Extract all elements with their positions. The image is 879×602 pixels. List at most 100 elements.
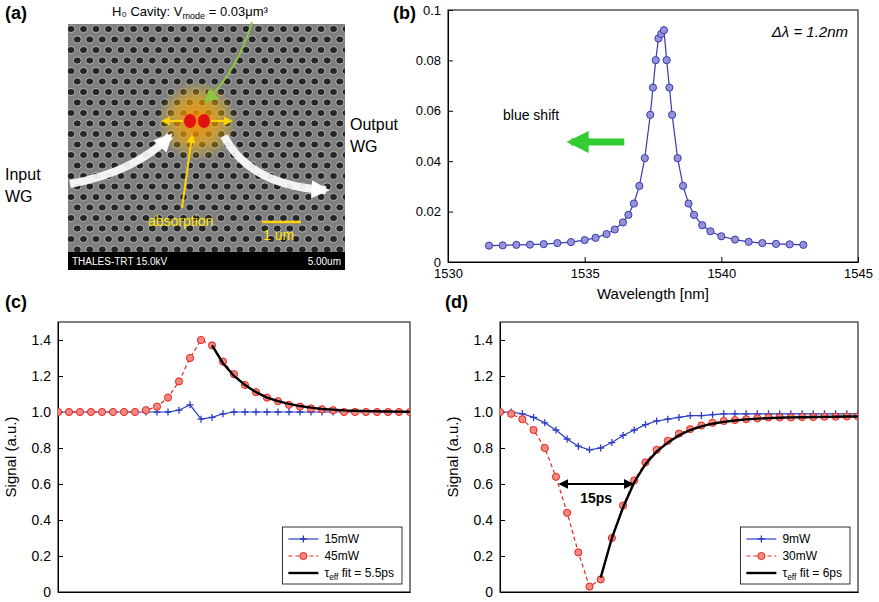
hole — [117, 193, 125, 200]
hole — [198, 246, 206, 252]
hole — [148, 204, 156, 211]
hole — [261, 78, 269, 85]
y-tick-mark — [58, 520, 63, 521]
hole — [123, 99, 131, 106]
series-marker — [58, 408, 62, 415]
hole — [267, 151, 275, 158]
hole — [136, 57, 144, 64]
hole — [305, 214, 313, 221]
hole — [298, 246, 306, 252]
hole — [217, 172, 225, 179]
figure: (a)H₀ Cavity: Vmode = 0.03μm³THALES-TRT … — [0, 0, 879, 602]
hole — [248, 204, 256, 211]
series-marker — [58, 409, 62, 416]
legend-item: τeff fit = 5.5ps — [288, 566, 394, 582]
hole — [223, 183, 231, 190]
hole — [192, 46, 200, 53]
y-tick: 0.4 — [32, 512, 63, 528]
hole — [267, 46, 275, 53]
series-marker — [519, 416, 526, 423]
hole — [80, 46, 88, 53]
y-tick: 0.6 — [32, 476, 63, 492]
hole — [311, 120, 319, 127]
series-marker — [176, 407, 183, 414]
series-marker — [649, 84, 656, 91]
hole — [336, 162, 344, 169]
hole — [330, 214, 338, 221]
hole — [92, 151, 100, 158]
series-marker — [690, 211, 697, 218]
hole — [142, 130, 150, 137]
legend-marker — [758, 536, 765, 543]
series-marker — [575, 549, 582, 556]
hole — [267, 214, 275, 221]
hole — [330, 130, 338, 137]
hole — [192, 25, 200, 32]
hole — [180, 235, 188, 242]
annotation: 15ps — [580, 490, 612, 506]
series-marker — [592, 234, 599, 241]
hole — [323, 99, 331, 106]
hole — [223, 204, 231, 211]
hole — [68, 235, 75, 242]
hole — [192, 193, 200, 200]
series-marker — [631, 427, 638, 434]
hole — [342, 88, 345, 95]
hole — [267, 67, 275, 74]
hole — [298, 141, 306, 148]
x-tick-label: 1540 — [707, 266, 736, 281]
x-axis: 1530153515401545 — [434, 257, 873, 281]
series-marker — [699, 222, 706, 229]
y-tick: 0.8 — [32, 440, 63, 456]
hole — [292, 67, 300, 74]
hole — [86, 225, 94, 232]
legend-label: 45mW — [324, 549, 359, 563]
y-tick-label: 1.4 — [474, 332, 494, 348]
hole — [161, 246, 169, 252]
hole — [86, 57, 94, 64]
series-marker — [142, 407, 149, 414]
series-marker — [619, 219, 626, 226]
hole — [305, 130, 313, 137]
legend-item: 9mW — [746, 532, 811, 546]
x-axis — [59, 592, 411, 593]
series-marker — [209, 414, 216, 421]
hole — [167, 67, 175, 74]
series-marker — [164, 394, 171, 401]
series-marker — [197, 336, 204, 343]
y-tick-label: 0.1 — [423, 3, 441, 18]
hole — [242, 130, 250, 137]
hole — [111, 225, 119, 232]
hole — [330, 25, 338, 32]
hole — [242, 172, 250, 179]
hole — [292, 25, 300, 32]
hole — [98, 78, 106, 85]
hole — [248, 36, 256, 43]
y-tick-label: 0.06 — [416, 103, 441, 118]
hole — [286, 246, 294, 252]
hole — [330, 172, 338, 179]
series-marker — [663, 57, 670, 64]
hole — [255, 193, 263, 200]
y-tick-mark — [500, 448, 505, 449]
series-marker — [611, 226, 618, 233]
text-part: = 0.03μm³ — [205, 4, 268, 19]
hole — [186, 246, 194, 252]
hole — [80, 214, 88, 221]
hole — [105, 214, 113, 221]
hole — [255, 109, 263, 116]
series-marker — [666, 84, 673, 91]
y-axis-line — [500, 323, 501, 593]
series-marker — [98, 408, 105, 415]
hole — [230, 46, 238, 53]
hole — [142, 193, 150, 200]
hole — [330, 88, 338, 95]
hole — [280, 151, 288, 158]
text-line: WG — [350, 138, 378, 155]
hole — [267, 109, 275, 116]
y-tick-mark — [58, 340, 63, 341]
hole — [136, 246, 144, 252]
hole — [130, 130, 138, 137]
hole — [230, 235, 238, 242]
hole — [330, 46, 338, 53]
